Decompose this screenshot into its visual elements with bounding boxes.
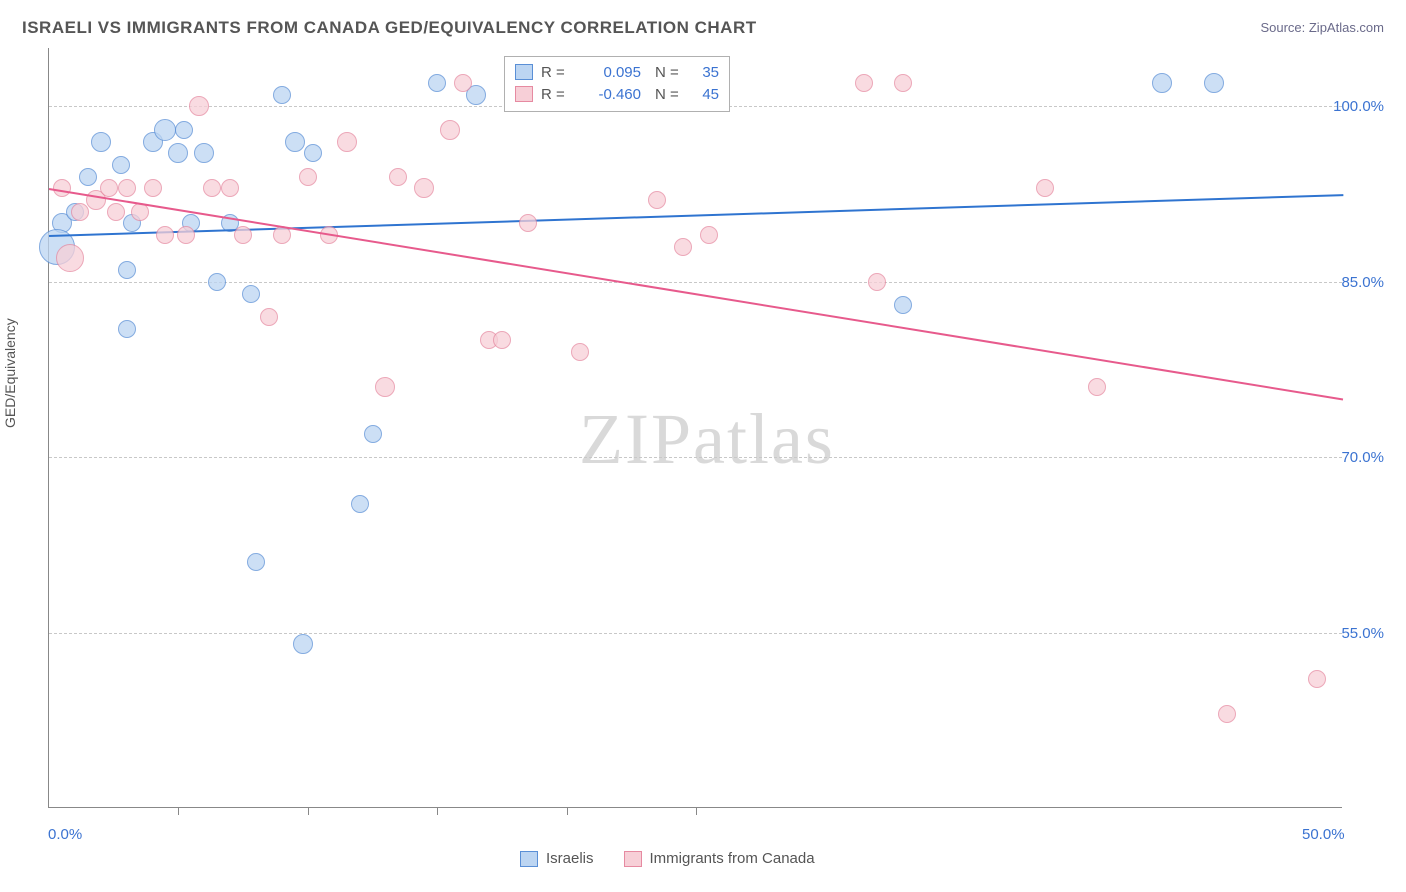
data-point: [247, 553, 265, 571]
data-point: [203, 179, 221, 197]
legend-swatch: [515, 86, 533, 102]
legend-label: Israelis: [546, 850, 594, 867]
gridline: [49, 457, 1342, 458]
data-point: [868, 273, 886, 291]
legend-item: Immigrants from Canada: [624, 850, 815, 867]
data-point: [364, 425, 382, 443]
data-point: [234, 226, 252, 244]
x-tick: [178, 807, 179, 815]
data-point: [79, 168, 97, 186]
data-point: [56, 244, 84, 272]
data-point: [1152, 73, 1172, 93]
n-value: 45: [691, 86, 719, 103]
data-point: [855, 74, 873, 92]
data-point: [118, 261, 136, 279]
data-point: [304, 144, 322, 162]
x-tick-label: 0.0%: [48, 826, 82, 843]
y-tick-label: 70.0%: [1341, 449, 1384, 466]
r-label: R =: [541, 86, 573, 103]
data-point: [375, 377, 395, 397]
data-point: [894, 74, 912, 92]
watermark-atlas: atlas: [693, 399, 835, 479]
data-point: [428, 74, 446, 92]
data-point: [351, 495, 369, 513]
gridline: [49, 633, 1342, 634]
legend-stat-row: R = 0.095 N = 35: [515, 61, 719, 83]
data-point: [242, 285, 260, 303]
data-point: [299, 168, 317, 186]
data-point: [285, 132, 305, 152]
chart-title: ISRAELI VS IMMIGRANTS FROM CANADA GED/EQ…: [22, 18, 757, 38]
data-point: [107, 203, 125, 221]
plot-area: ZIPatlas R = 0.095 N = 35 R = -0.460 N = 45: [48, 48, 1342, 808]
n-value: 35: [691, 64, 719, 81]
x-tick: [437, 807, 438, 815]
data-point: [1308, 670, 1326, 688]
data-point: [118, 179, 136, 197]
data-point: [100, 179, 118, 197]
r-label: R =: [541, 64, 573, 81]
x-tick-label: 50.0%: [1302, 826, 1345, 843]
legend-item: Israelis: [520, 850, 594, 867]
source-label: Source: ZipAtlas.com: [1260, 20, 1384, 35]
data-point: [260, 308, 278, 326]
data-point: [493, 331, 511, 349]
gridline: [49, 282, 1342, 283]
data-point: [156, 226, 174, 244]
data-point: [91, 132, 111, 152]
data-point: [519, 214, 537, 232]
y-tick-label: 85.0%: [1341, 274, 1384, 291]
data-point: [389, 168, 407, 186]
data-point: [1204, 73, 1224, 93]
watermark-zip: ZIP: [579, 399, 693, 479]
data-point: [571, 343, 589, 361]
x-tick: [308, 807, 309, 815]
y-tick-label: 100.0%: [1333, 98, 1384, 115]
data-point: [1036, 179, 1054, 197]
legend-swatch: [624, 851, 642, 867]
data-point: [293, 634, 313, 654]
legend-stats: R = 0.095 N = 35 R = -0.460 N = 45: [504, 56, 730, 112]
data-point: [1218, 705, 1236, 723]
data-point: [154, 119, 176, 141]
data-point: [700, 226, 718, 244]
y-tick-label: 55.0%: [1341, 625, 1384, 642]
n-label: N =: [655, 64, 683, 81]
legend-stat-row: R = -0.460 N = 45: [515, 83, 719, 105]
data-point: [168, 143, 188, 163]
x-tick: [696, 807, 697, 815]
watermark: ZIPatlas: [579, 398, 835, 481]
data-point: [414, 178, 434, 198]
data-point: [144, 179, 162, 197]
data-point: [440, 120, 460, 140]
data-point: [221, 179, 239, 197]
data-point: [177, 226, 195, 244]
source-name: ZipAtlas.com: [1309, 20, 1384, 35]
legend-label: Immigrants from Canada: [650, 850, 815, 867]
data-point: [118, 320, 136, 338]
legend-swatch: [515, 64, 533, 80]
data-point: [189, 96, 209, 116]
data-point: [454, 74, 472, 92]
data-point: [112, 156, 130, 174]
legend-swatch: [520, 851, 538, 867]
data-point: [273, 86, 291, 104]
r-value: -0.460: [581, 86, 641, 103]
source-prefix: Source:: [1260, 20, 1308, 35]
data-point: [648, 191, 666, 209]
data-point: [175, 121, 193, 139]
data-point: [337, 132, 357, 152]
data-point: [194, 143, 214, 163]
legend-bottom: Israelis Immigrants from Canada: [520, 850, 815, 867]
r-value: 0.095: [581, 64, 641, 81]
x-tick: [567, 807, 568, 815]
n-label: N =: [655, 86, 683, 103]
y-axis-label: GED/Equivalency: [2, 318, 18, 428]
data-point: [894, 296, 912, 314]
data-point: [1088, 378, 1106, 396]
data-point: [674, 238, 692, 256]
data-point: [208, 273, 226, 291]
